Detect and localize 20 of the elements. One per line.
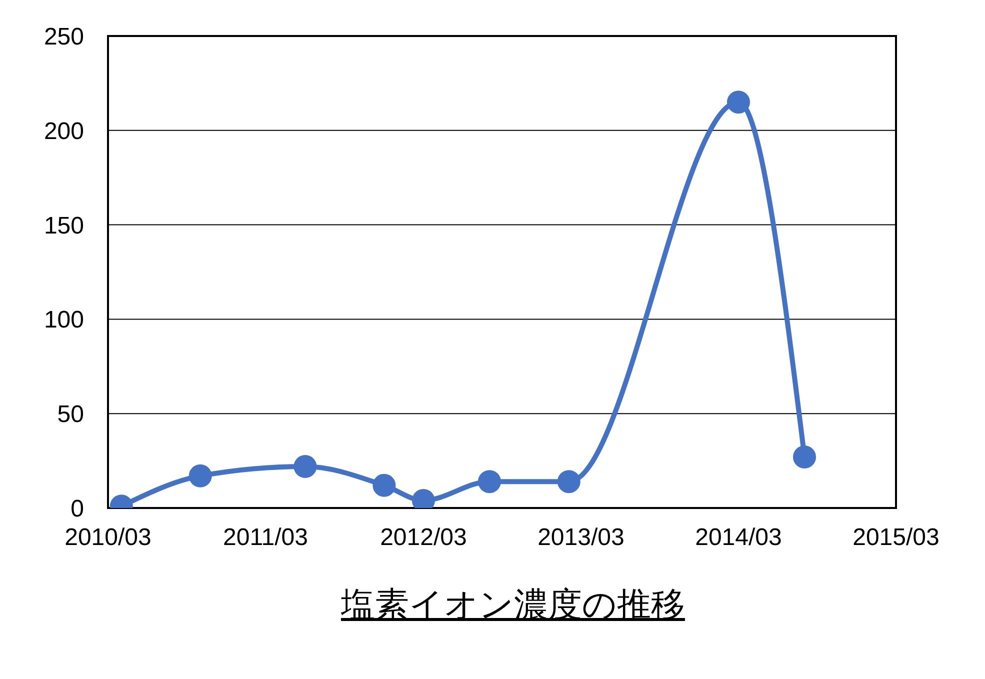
point: [478, 470, 501, 494]
y-tick-label: 50: [57, 401, 84, 428]
point: [372, 474, 396, 497]
point: [188, 464, 212, 488]
x-tick-label: 2015/03: [852, 524, 940, 552]
x-tick-label: 2013/03: [538, 524, 624, 552]
y-tick-label: 200: [44, 118, 84, 145]
text: 塩素イオン濃度の推移: [340, 585, 686, 626]
y-tick-label: 100: [44, 306, 84, 334]
y-tick-label: 150: [44, 212, 84, 240]
y-tick-label: 0: [70, 496, 84, 523]
x-tick-label: 2010/03: [64, 524, 152, 552]
point: [793, 446, 816, 469]
point: [557, 470, 580, 494]
x-tick-label: 2011/03: [223, 524, 308, 552]
x-tick-label: 2012/03: [380, 524, 467, 552]
point: [294, 454, 317, 478]
x-tick-label: 2014/03: [695, 524, 782, 552]
point: [726, 90, 750, 114]
y-tick-label: 250: [44, 24, 84, 51]
